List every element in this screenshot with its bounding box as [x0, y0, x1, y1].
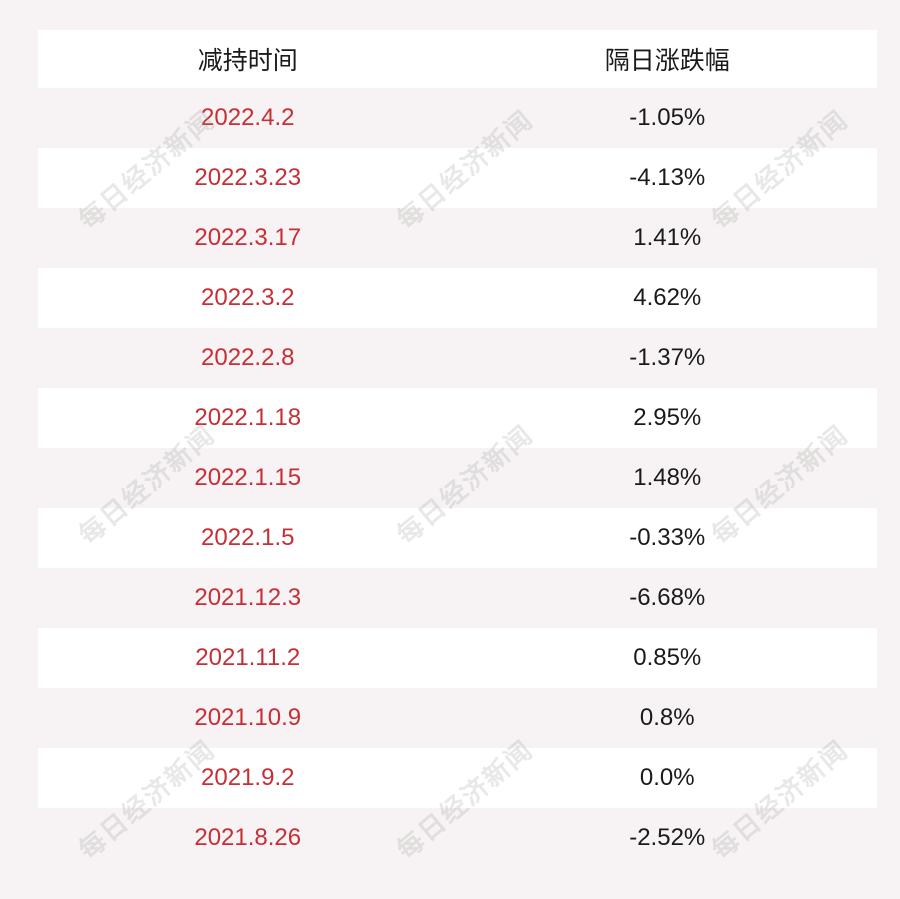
- table-row: 2022.2.8 -1.37%: [38, 328, 877, 388]
- change-cell: -2.52%: [629, 824, 706, 851]
- table-row: 2022.1.15 1.48%: [38, 448, 877, 508]
- table-row: 2021.9.2 0.0%: [38, 748, 877, 808]
- table-row: 2022.3.2 4.62%: [38, 268, 877, 328]
- date-cell: 2022.2.8: [201, 344, 295, 371]
- change-cell: -4.13%: [629, 164, 706, 191]
- date-cell: 2021.11.2: [195, 644, 301, 671]
- data-table: 减持时间 隔日涨跌幅 2022.4.2 -1.05% 2022.3.23 -4.13%…: [38, 30, 877, 868]
- date-cell: 2021.8.26: [194, 824, 302, 851]
- table-row: 2021.12.3 -6.68%: [38, 568, 877, 628]
- date-cell: 2022.3.2: [201, 284, 295, 311]
- table-row: 2021.10.9 0.8%: [38, 688, 877, 748]
- table-row: 2021.11.2 0.85%: [38, 628, 877, 688]
- date-cell: 2022.1.18: [194, 404, 302, 431]
- change-cell: 4.62%: [633, 284, 702, 311]
- change-cell: 0.85%: [633, 644, 702, 671]
- change-cell: -1.37%: [629, 344, 706, 371]
- date-cell: 2022.3.23: [194, 164, 302, 191]
- table-row: 2022.1.18 2.95%: [38, 388, 877, 448]
- change-cell: -0.33%: [629, 524, 706, 551]
- change-cell: 2.95%: [633, 404, 702, 431]
- date-cell: 2022.1.5: [201, 524, 295, 551]
- change-cell: 0.8%: [639, 704, 695, 731]
- date-cell: 2021.9.2: [201, 764, 295, 791]
- table-row: 2022.1.5 -0.33%: [38, 508, 877, 568]
- change-cell: -1.05%: [629, 104, 706, 131]
- change-cell: 0.0%: [639, 764, 695, 791]
- header-change: 隔日涨跌幅: [604, 47, 730, 75]
- table-row: 2022.4.2 -1.05%: [38, 88, 877, 148]
- date-cell: 2022.3.17: [194, 224, 302, 251]
- date-cell: 2021.12.3: [194, 584, 302, 611]
- table-row: 2021.8.26 -2.52%: [38, 808, 877, 868]
- date-cell: 2021.10.9: [194, 704, 302, 731]
- date-cell: 2022.1.15: [194, 464, 302, 491]
- change-cell: 1.41%: [633, 224, 702, 251]
- date-cell: 2022.4.2: [201, 104, 295, 131]
- change-cell: 1.48%: [633, 464, 702, 491]
- table-header-row: 减持时间 隔日涨跌幅: [38, 30, 877, 88]
- table-row: 2022.3.23 -4.13%: [38, 148, 877, 208]
- change-cell: -6.68%: [629, 584, 706, 611]
- header-date: 减持时间: [197, 47, 298, 75]
- table-row: 2022.3.17 1.41%: [38, 208, 877, 268]
